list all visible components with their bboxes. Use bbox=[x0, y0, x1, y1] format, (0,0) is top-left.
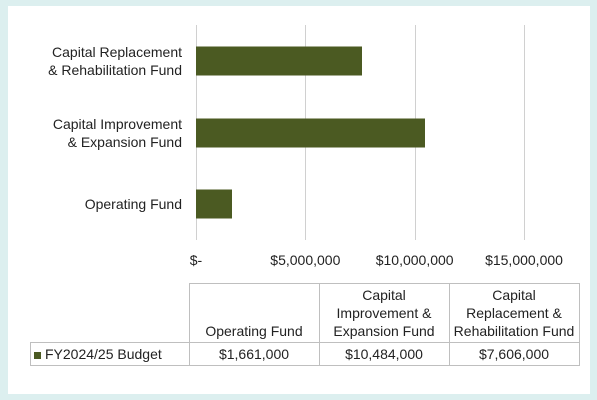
chart: $- $5,000,000 $10,000,000 $15,000,000 Operat… bbox=[8, 6, 590, 394]
x-tick-label: $15,000,000 bbox=[485, 252, 563, 268]
bar bbox=[196, 189, 233, 219]
legend-key bbox=[34, 351, 41, 359]
table-corner bbox=[30, 283, 190, 343]
legend-label: FY2024/25 Budget bbox=[45, 346, 162, 362]
table-header: Capital Improvement & Expansion Fund bbox=[318, 283, 450, 343]
grid-line bbox=[524, 25, 525, 240]
bar bbox=[196, 118, 426, 147]
table-header-row: Operating Fund Capital Improvement & Expa… bbox=[30, 283, 580, 343]
table-header: Operating Fund bbox=[188, 283, 320, 343]
y-tick-label: Capital Improvement & Expansion Fund bbox=[52, 115, 182, 150]
table-cell: $10,484,000 bbox=[318, 342, 450, 366]
y-tick-label: Operating Fund bbox=[84, 196, 182, 213]
table-cell: $7,606,000 bbox=[448, 342, 580, 366]
x-tick-label: $10,000,000 bbox=[375, 252, 454, 268]
x-tick-label: $- bbox=[189, 252, 203, 268]
table-row: FY2024/25 Budget $1,661,000 $10,484,000 $7,… bbox=[30, 342, 580, 366]
bar bbox=[196, 46, 363, 76]
table-row-header: FY2024/25 Budget bbox=[30, 342, 190, 366]
table-header: Capital Replacement & Rehabilitation Fun… bbox=[448, 283, 580, 343]
data-table: Operating Fund Capital Improvement & Expa… bbox=[30, 283, 580, 366]
table-cell: $1,661,000 bbox=[188, 342, 320, 366]
x-tick-label: $5,000,000 bbox=[270, 252, 341, 268]
y-tick-label: Capital Replacement & Rehabilitation Fun… bbox=[48, 43, 182, 78]
